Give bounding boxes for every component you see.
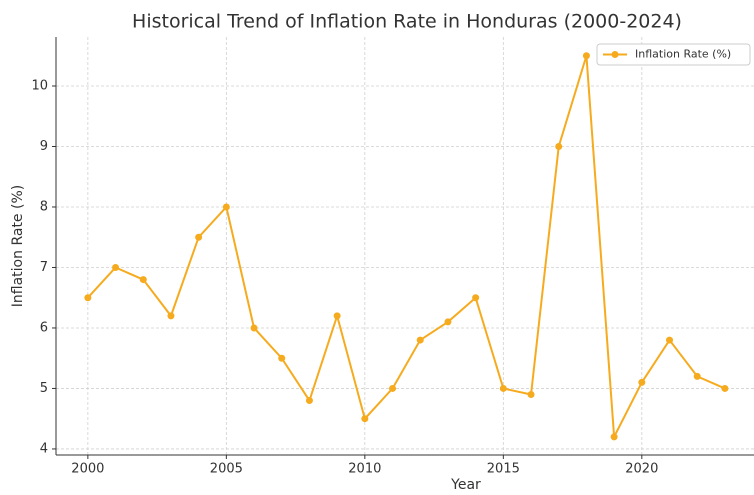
legend-label: Inflation Rate (%) xyxy=(635,48,731,61)
x-tick-label: 2015 xyxy=(487,462,520,477)
data-point xyxy=(278,354,286,362)
y-tick-label: 7 xyxy=(40,260,48,275)
data-point xyxy=(84,294,92,302)
data-point xyxy=(139,276,147,284)
x-tick-label: 2020 xyxy=(625,462,658,477)
y-tick-label: 9 xyxy=(40,139,48,154)
data-point xyxy=(721,384,729,392)
data-point xyxy=(693,372,701,380)
data-point xyxy=(555,142,563,150)
x-axis-label: Year xyxy=(450,477,481,491)
x-tick-label: 2000 xyxy=(71,462,104,477)
y-tick-label: 10 xyxy=(31,78,48,93)
y-axis-label: Inflation Rate (%) xyxy=(10,185,26,307)
data-point xyxy=(305,397,313,405)
data-point xyxy=(250,324,258,332)
data-point xyxy=(389,384,397,392)
y-tick-label: 4 xyxy=(40,441,48,456)
data-point xyxy=(444,318,452,326)
legend-box xyxy=(596,43,751,66)
y-tick-label: 6 xyxy=(40,320,48,335)
data-point xyxy=(416,336,424,344)
x-tick-label: 2010 xyxy=(348,462,381,477)
chart-title: Historical Trend of Inflation Rate in Ho… xyxy=(132,11,682,33)
data-point xyxy=(361,415,369,423)
data-point xyxy=(582,52,590,60)
data-point xyxy=(112,263,120,271)
data-point xyxy=(167,312,175,320)
data-point xyxy=(333,312,341,320)
data-point xyxy=(499,384,507,392)
series-line xyxy=(87,55,726,441)
data-point xyxy=(638,378,646,386)
data-point xyxy=(472,294,480,302)
data-point xyxy=(195,233,203,241)
data-point xyxy=(527,391,535,399)
x-tick-label: 2005 xyxy=(210,462,243,477)
legend-marker xyxy=(611,51,619,58)
y-tick-label: 5 xyxy=(40,381,48,396)
data-point xyxy=(666,336,674,344)
y-tick-label: 8 xyxy=(40,199,48,214)
data-point xyxy=(610,433,618,441)
data-point xyxy=(222,203,230,211)
